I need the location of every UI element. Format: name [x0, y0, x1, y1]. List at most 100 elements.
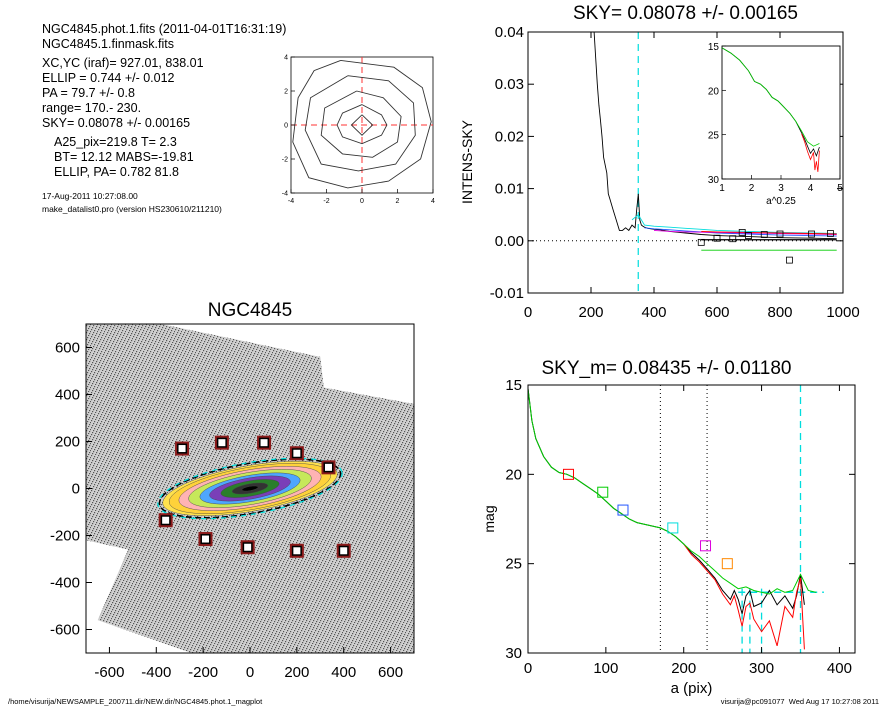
info-sky: SKY= 0.08078 +/- 0.00165 — [42, 116, 191, 130]
image-ytick-label: 400 — [55, 387, 80, 404]
contour-line — [320, 90, 402, 158]
sky-point — [713, 234, 721, 242]
inset-xtick-label: 4 — [808, 183, 814, 194]
image-xtick-label: -200 — [188, 664, 218, 681]
sky-point — [808, 230, 815, 238]
sky-point — [729, 235, 737, 243]
image-ytick-label: -600 — [50, 622, 80, 639]
galaxy-outer-ellipse — [158, 458, 342, 519]
image-ytick-label: -400 — [50, 575, 80, 592]
sky-frame — [527, 31, 844, 294]
mag-marker-green — [597, 486, 609, 498]
footer-path: /home/visurija/NEWSAMPLE_200711.dir/NEW.… — [8, 697, 263, 706]
image-ytick-label: -200 — [50, 528, 80, 545]
contour-line — [350, 114, 374, 136]
info-pa: PA = 79.7 +/- 0.8 — [42, 86, 135, 100]
sky-point — [697, 238, 705, 246]
sky-xtick-label: 800 — [767, 304, 792, 321]
mag-xtick-label: 200 — [671, 660, 696, 677]
sky-ytick-label: 0.00 — [495, 233, 524, 250]
contour-xtick-label: 2 — [396, 198, 400, 205]
sky-xtick-label: 400 — [641, 304, 666, 321]
inset-xtick-label: 1 — [719, 183, 725, 194]
mag-series-red — [683, 543, 805, 650]
mag-marker-cyan — [667, 522, 679, 534]
sky-point — [786, 256, 793, 264]
sky-box-inner — [162, 516, 170, 524]
image-xtick-label: 400 — [331, 664, 356, 681]
info-filename: NGC4845.phot.1.fits (2011-04-01T16:31:19… — [42, 22, 287, 36]
sky-point — [745, 232, 752, 239]
mag-ytick-label: 20 — [505, 466, 522, 483]
inset-series-green — [721, 47, 820, 147]
mag-marker-red — [562, 468, 574, 480]
sky-series-cyan — [631, 214, 837, 234]
sky-box-inner — [324, 463, 332, 471]
mag-xtick-label: 0 — [524, 660, 532, 677]
sky-point — [760, 231, 768, 238]
sky-box-inner — [293, 449, 301, 457]
sky-series-magenta — [653, 229, 837, 235]
galaxy-sky-ellipse — [157, 457, 343, 520]
image-xtick-label: 600 — [378, 664, 403, 681]
inset-xtick-label: 5 — [837, 183, 843, 194]
mag-ytick-label: 15 — [505, 377, 522, 394]
sky-series-red — [701, 230, 837, 235]
info-ellip-pa: ELLIP, PA= 0.782 81.8 — [54, 165, 179, 179]
mag-ytick-label: 30 — [505, 645, 522, 662]
inset-xtick-label: 3 — [778, 183, 784, 194]
mag-xtick-label: 300 — [749, 660, 774, 677]
mag-marker-blue — [617, 504, 629, 516]
mag-title: SKY_m= 0.08435 +/- 0.01180 — [542, 358, 792, 379]
sky-box-inner — [244, 543, 252, 551]
image-xtick-label: 200 — [284, 664, 309, 681]
info-a25: A25_pix=219.8 T= 2.3 — [54, 135, 177, 149]
image-xtick-label: -400 — [141, 664, 171, 681]
image-ytick-label: 200 — [55, 434, 80, 451]
image-xtick-label: 0 — [246, 664, 254, 681]
mag-xtick-label: 100 — [593, 660, 618, 677]
contour-xtick-label: 0 — [360, 198, 364, 205]
mag-frame — [527, 384, 856, 654]
sky-point — [776, 230, 784, 238]
sky-box-inner — [218, 439, 226, 447]
sky-box-inner — [260, 439, 268, 447]
sky-ytick-label: 0.04 — [495, 24, 524, 41]
mag-ytick-label: 25 — [505, 556, 522, 573]
galaxy-isophote — [241, 485, 259, 492]
inset-frame — [721, 45, 841, 180]
info-mask: NGC4845.1.finmask.fits — [42, 37, 174, 51]
inset-xlabel: a^0.25 — [766, 196, 796, 207]
image-xtick-label: -600 — [94, 664, 124, 681]
contour-ytick-label: 4 — [284, 55, 288, 62]
inset-xtick-label: 2 — [749, 183, 755, 194]
sky-ytick-label: 0.01 — [495, 181, 524, 198]
sky-box-inner — [178, 445, 186, 453]
sky-ytick-label: -0.01 — [490, 285, 524, 302]
contour-line — [292, 59, 432, 189]
info-panel: NGC4845.phot.1.fits (2011-04-01T16:31:19… — [42, 22, 312, 216]
sky-box-inner — [340, 547, 348, 555]
sky-series-black — [593, 31, 837, 240]
sky-ytick-label: 0.02 — [495, 128, 524, 145]
info-bt: BT= 12.12 MABS=-19.81 — [54, 150, 194, 164]
contour-line — [336, 104, 388, 145]
inset-ytick-label: 30 — [708, 175, 720, 186]
info-range: range= 170.- 230. — [42, 101, 142, 115]
contour-ytick-label: -4 — [282, 191, 288, 198]
contour-xtick-label: 4 — [431, 198, 435, 205]
inset-ytick-label: 15 — [708, 42, 720, 53]
info-center: XC,YC (iraf)= 927.01, 838.01 — [42, 56, 204, 70]
mag-xtick-label: 400 — [827, 660, 852, 677]
contour-line — [304, 75, 416, 172]
mag-marker-orange — [721, 558, 733, 570]
sky-box-inner — [201, 535, 209, 543]
inset-series-red — [801, 133, 820, 172]
inset-ytick-label: 20 — [708, 86, 720, 97]
mag-ylabel: mag — [481, 505, 497, 532]
image-ytick-label: 0 — [72, 481, 80, 498]
